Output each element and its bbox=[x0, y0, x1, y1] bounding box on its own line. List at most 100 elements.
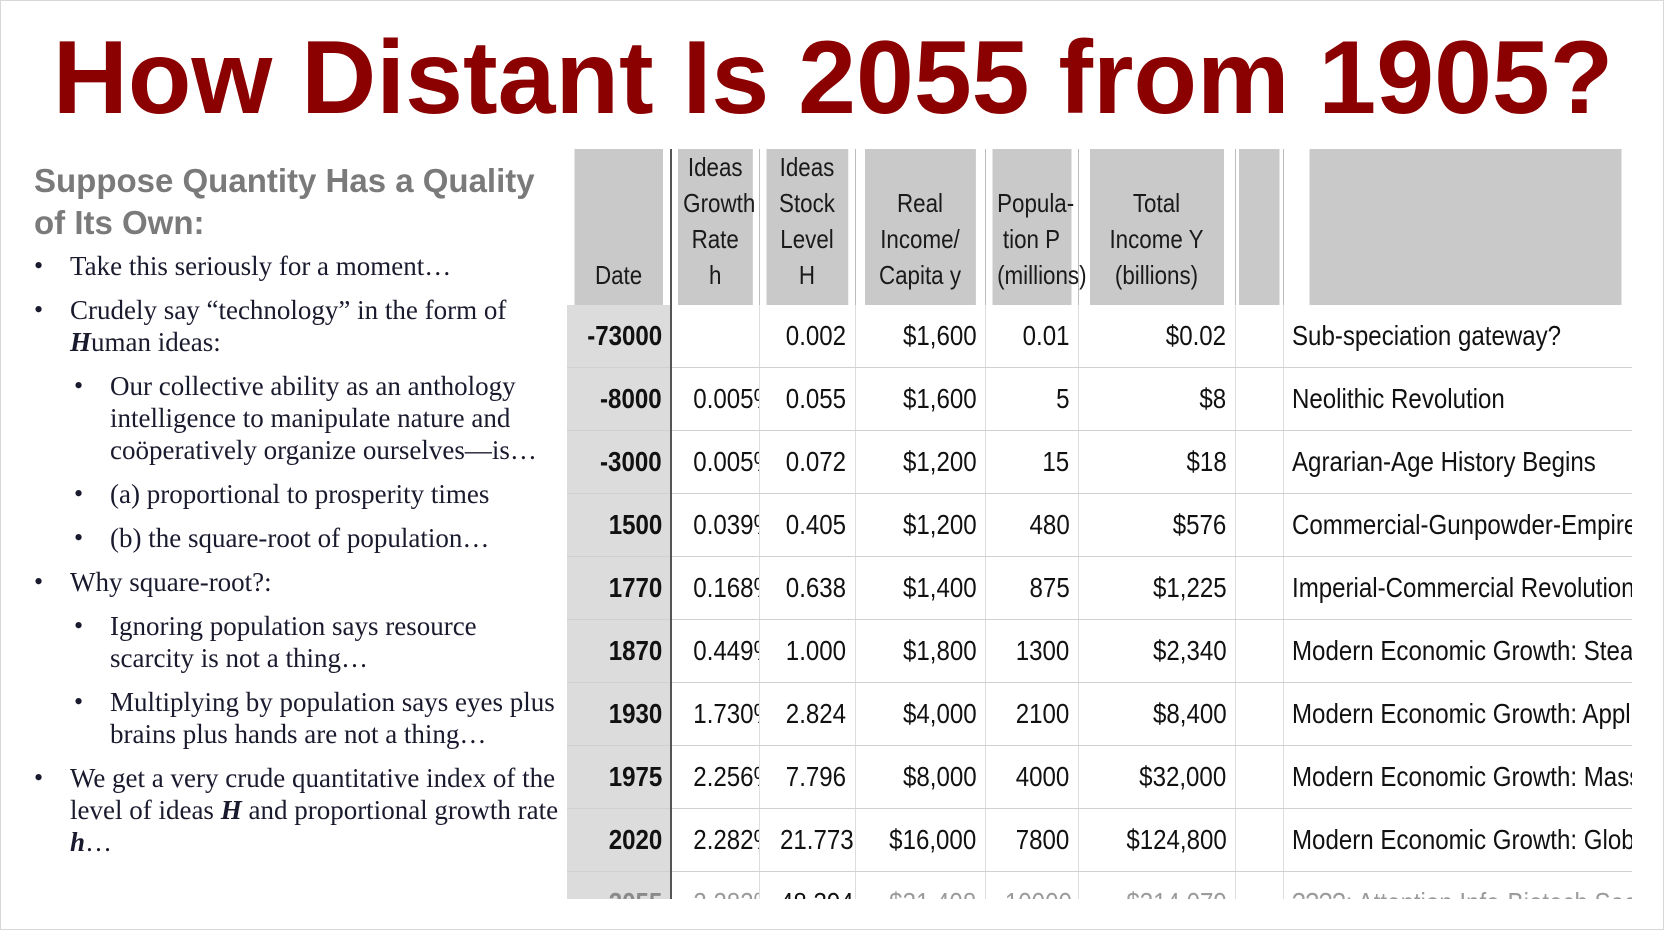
cell-income-per-capita: $1,200 bbox=[855, 430, 986, 494]
cell-income-per-capita: $16,000 bbox=[855, 808, 986, 872]
table-body: -73000 0.002 $1,600 0.01 $0.02 Sub-speciation… bbox=[567, 305, 1632, 899]
cell-growth-rate: 2.282% bbox=[671, 808, 760, 872]
cell-note: Agrarian-Age History Begins bbox=[1283, 430, 1632, 494]
cell-total-income: $2,340 bbox=[1078, 619, 1236, 683]
cell-note: Modern Economic Growth: Applied bbox=[1283, 682, 1632, 746]
table-row: 20552.282%48.394$31,40810000$314,079????… bbox=[567, 871, 1632, 899]
cell-spacer bbox=[1235, 305, 1284, 368]
bullet-item: Take this seriously for a moment… bbox=[34, 250, 564, 282]
cell-date: -3000 bbox=[567, 430, 672, 494]
cell-population: 4000 bbox=[985, 745, 1079, 809]
cell-date: 1870 bbox=[567, 619, 672, 683]
cell-ideas-stock: 21.773 bbox=[759, 808, 856, 872]
cell-income-per-capita: $31,408 bbox=[855, 871, 986, 899]
cell-ideas-stock: 0.002 bbox=[759, 305, 856, 368]
cell-income-per-capita: $8,000 bbox=[855, 745, 986, 809]
cell-note: Commercial-Gunpowder-Empire m bbox=[1283, 493, 1632, 557]
slide-title: How Distant Is 2055 from 1905? bbox=[52, 20, 1614, 136]
cell-growth-rate: 0.168% bbox=[671, 556, 760, 620]
cell-date: -8000 bbox=[567, 367, 672, 431]
data-table: Date Ideas Growth Rate h Ideas Stock Level H… bbox=[567, 149, 1632, 899]
bullet-list: Take this seriously for a moment… Crudel… bbox=[34, 250, 564, 858]
sub-bullet-item: Ignoring population says resource scarci… bbox=[34, 610, 564, 674]
cell-total-income: $124,800 bbox=[1078, 808, 1236, 872]
header-spacer bbox=[1238, 149, 1281, 305]
cell-total-income: $18 bbox=[1078, 430, 1236, 494]
cell-ideas-stock: 0.055 bbox=[759, 367, 856, 431]
cell-spacer bbox=[1235, 619, 1284, 683]
header-note bbox=[1308, 149, 1622, 305]
header-date: Date bbox=[574, 149, 665, 305]
cell-note: ????: Attention Info-Biotech Socie bbox=[1283, 871, 1632, 899]
cell-note: Imperial-Commercial Revolution bbox=[1283, 556, 1632, 620]
cell-spacer bbox=[1235, 430, 1284, 494]
cell-total-income: $8,400 bbox=[1078, 682, 1236, 746]
cell-date: 1975 bbox=[567, 745, 672, 809]
cell-population: 0.01 bbox=[985, 305, 1079, 368]
cell-income-per-capita: $4,000 bbox=[855, 682, 986, 746]
cell-total-income: $1,225 bbox=[1078, 556, 1236, 620]
cell-ideas-stock: 7.796 bbox=[759, 745, 856, 809]
header-population: Popula-tion P (millions) bbox=[991, 149, 1087, 305]
cell-growth-rate: 0.005% bbox=[671, 430, 760, 494]
cell-growth-rate bbox=[671, 305, 760, 368]
cell-total-income: $576 bbox=[1078, 493, 1236, 557]
cell-income-per-capita: $1,200 bbox=[855, 493, 986, 557]
cell-total-income: $0.02 bbox=[1078, 305, 1236, 368]
cell-population: 2100 bbox=[985, 682, 1079, 746]
table-row: -73000 0.002 $1,600 0.01 $0.02 Sub-speciation… bbox=[567, 305, 1632, 368]
header-total-income: Total Income Y (billions) bbox=[1088, 149, 1225, 305]
cell-note: Sub-speciation gateway? bbox=[1283, 305, 1632, 368]
cell-ideas-stock: 0.072 bbox=[759, 430, 856, 494]
cell-ideas-stock: 0.405 bbox=[759, 493, 856, 557]
cell-date: 2020 bbox=[567, 808, 672, 872]
cell-population: 15 bbox=[985, 430, 1079, 494]
cell-note: Modern Economic Growth: Mass-P bbox=[1283, 745, 1632, 809]
cell-spacer bbox=[1235, 556, 1284, 620]
cell-spacer bbox=[1235, 745, 1284, 809]
cell-total-income: $314,079 bbox=[1078, 871, 1236, 899]
header-growth-rate: Ideas Growth Rate h bbox=[677, 149, 755, 305]
cell-total-income: $32,000 bbox=[1078, 745, 1236, 809]
header-ideas-stock: Ideas Stock Level H bbox=[765, 149, 849, 305]
cell-date: 2055 bbox=[567, 871, 672, 899]
sub-bullet-item: (b) the square-root of population… bbox=[34, 522, 564, 554]
cell-income-per-capita: $1,600 bbox=[855, 305, 986, 368]
cell-spacer bbox=[1235, 682, 1284, 746]
cell-ideas-stock: 0.638 bbox=[759, 556, 856, 620]
cell-income-per-capita: $1,800 bbox=[855, 619, 986, 683]
cell-population: 5 bbox=[985, 367, 1079, 431]
data-table-container: Date Ideas Growth Rate h Ideas Stock Level H… bbox=[567, 149, 1632, 899]
cell-date: 1930 bbox=[567, 682, 672, 746]
cell-note: Neolithic Revolution bbox=[1283, 367, 1632, 431]
sub-bullet-item: (a) proportional to prosperity times bbox=[34, 478, 564, 510]
cell-population: 10000 bbox=[985, 871, 1079, 899]
cell-date: 1770 bbox=[567, 556, 672, 620]
cell-spacer bbox=[1235, 367, 1284, 431]
cell-ideas-stock: 1.000 bbox=[759, 619, 856, 683]
cell-growth-rate: 2.282% bbox=[671, 871, 760, 899]
cell-population: 875 bbox=[985, 556, 1079, 620]
cell-ideas-stock: 48.394 bbox=[759, 871, 856, 899]
bullet-item: Crudely say “technology” in the form of … bbox=[34, 294, 564, 358]
left-panel: Suppose Quantity Has a Quality of Its Ow… bbox=[34, 160, 564, 870]
cell-population: 7800 bbox=[985, 808, 1079, 872]
cell-spacer bbox=[1235, 493, 1284, 557]
cell-growth-rate: 1.730% bbox=[671, 682, 760, 746]
cell-date: -73000 bbox=[567, 305, 672, 368]
table-header-row: Date Ideas Growth Rate h Ideas Stock Level H… bbox=[567, 149, 1632, 305]
cell-income-per-capita: $1,600 bbox=[855, 367, 986, 431]
cell-spacer bbox=[1235, 871, 1284, 899]
cell-growth-rate: 0.039% bbox=[671, 493, 760, 557]
cell-spacer bbox=[1235, 808, 1284, 872]
cell-note: Modern Economic Growth: Steam bbox=[1283, 619, 1632, 683]
sub-bullet-item: Our collective ability as an anthology i… bbox=[34, 370, 564, 466]
bullet-item: Why square-root?: bbox=[34, 566, 564, 598]
cell-note: Modern Economic Growth: Globali bbox=[1283, 808, 1632, 872]
